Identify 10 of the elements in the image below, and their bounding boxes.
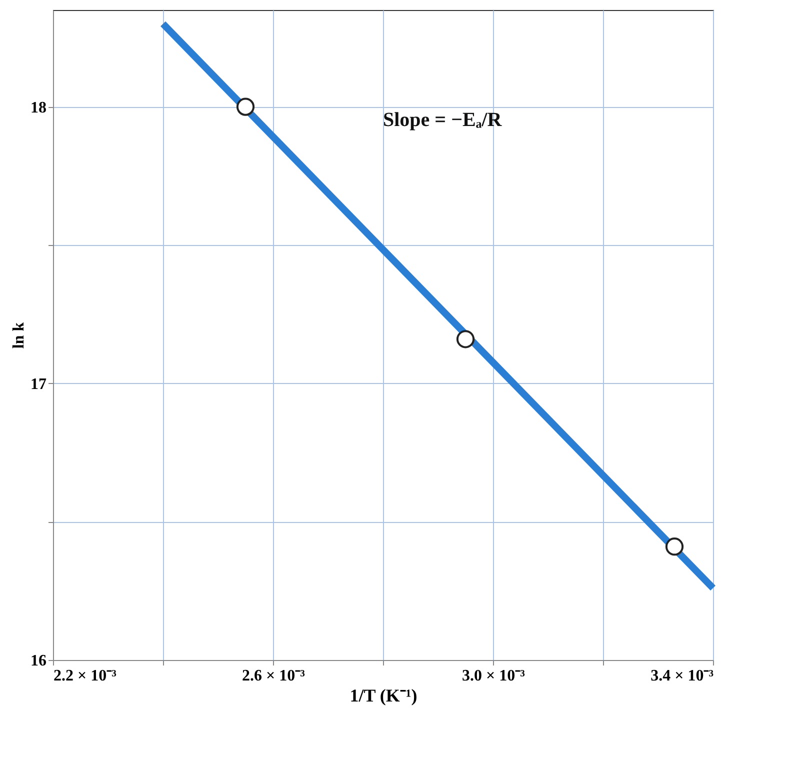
- x-tick-label: 3.0 × 10⁻³: [462, 668, 526, 684]
- y-axis-title: ln k: [10, 322, 28, 349]
- y-tick-label: 18: [30, 99, 46, 116]
- y-tick-label: 17: [30, 376, 46, 393]
- x-tick-label: 2.6 × 10⁻³: [242, 668, 306, 684]
- x-tick-label: 2.2 × 10⁻³: [54, 668, 117, 684]
- y-tick-label: 16: [30, 652, 46, 670]
- x-tick-label: 3.4 × 10⁻³: [650, 668, 714, 684]
- x-axis-title: 1/T (K⁻¹): [350, 686, 418, 706]
- annotation: Slope = −Eₐ/R: [383, 109, 502, 131]
